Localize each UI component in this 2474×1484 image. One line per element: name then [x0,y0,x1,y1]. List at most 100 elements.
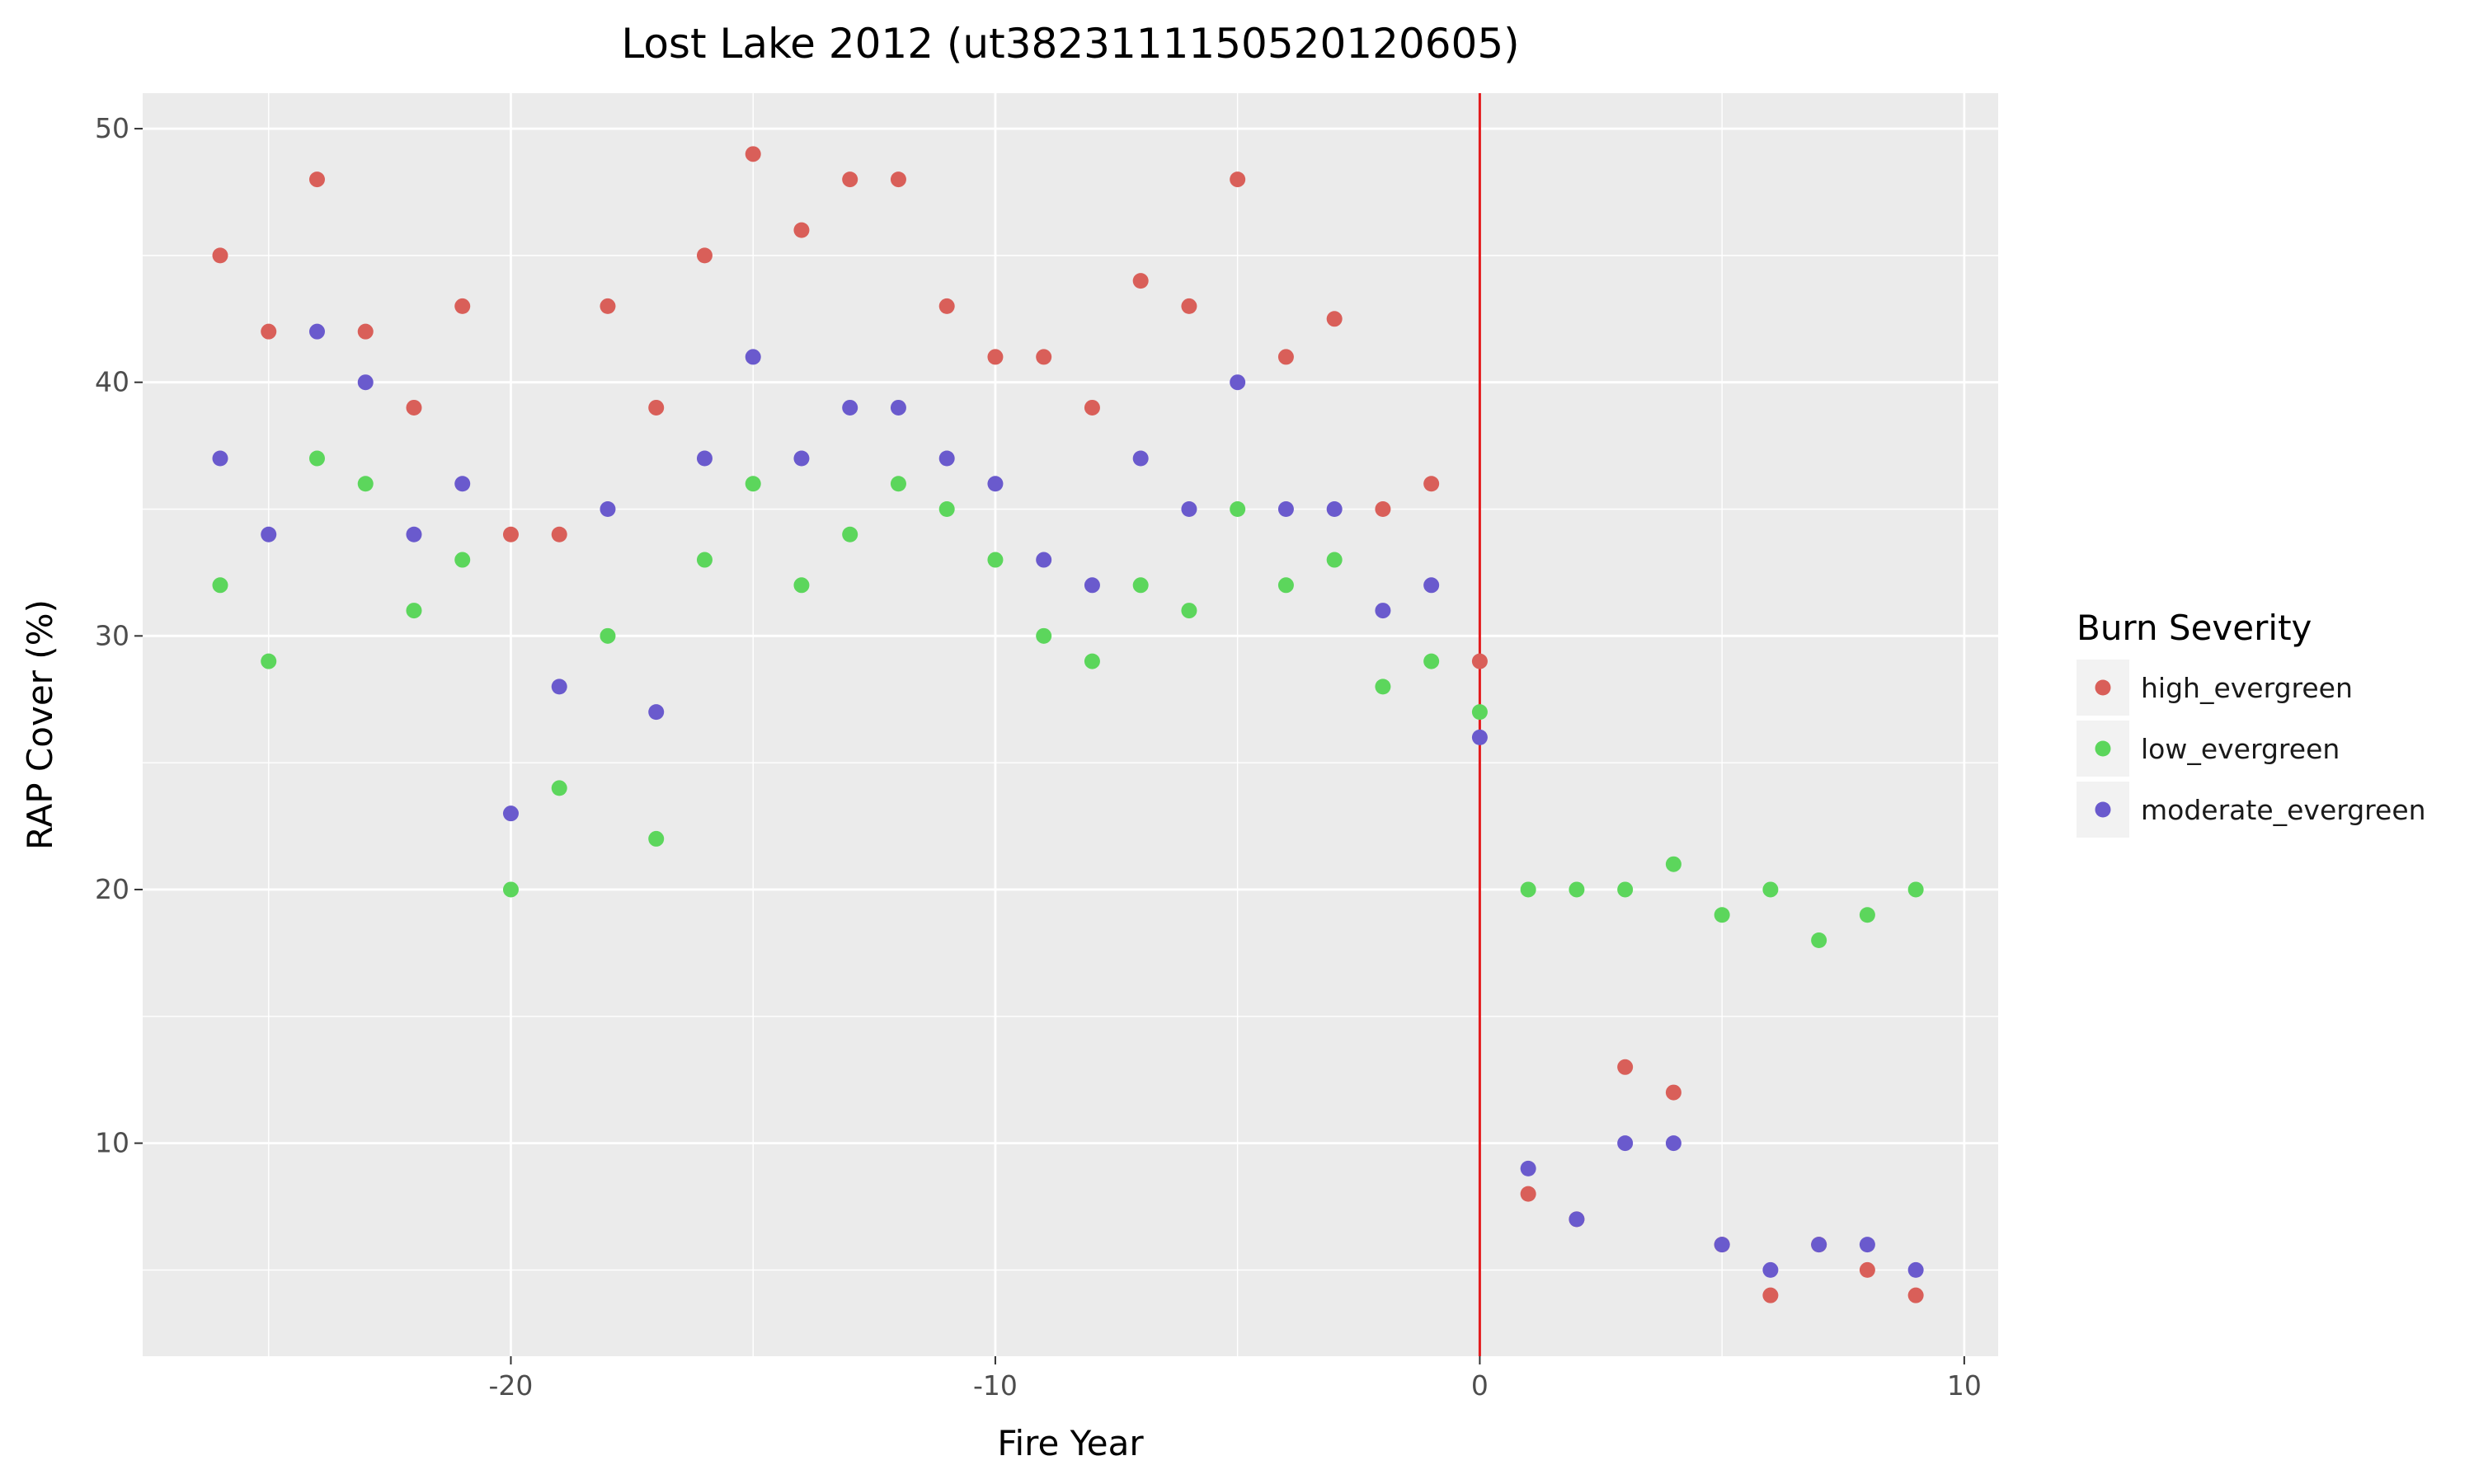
data-points [212,146,1924,1303]
data-point [551,526,567,542]
data-point [406,603,422,619]
data-point [745,146,761,162]
y-tick-label: 20 [95,873,129,905]
data-point [648,830,665,847]
data-point [938,450,955,467]
series-moderate_evergreen [212,323,1924,1278]
data-point [1277,349,1294,365]
x-tick-label: -10 [973,1369,1018,1402]
data-point [745,476,761,492]
legend-key-dot [2095,679,2111,696]
data-point [793,222,810,238]
data-point [1036,627,1052,644]
data-point [1326,311,1343,327]
data-point [1084,399,1100,416]
data-point [1520,881,1536,898]
data-point [406,399,422,416]
y-axis: 10 20 30 40 50 [95,112,143,1159]
data-point [1132,450,1149,467]
data-point [1617,881,1634,898]
data-point [308,171,325,188]
y-tick-label: 10 [95,1127,129,1159]
legend-title: Burn Severity [2077,608,2312,648]
data-point [648,399,665,416]
data-point [1326,501,1343,518]
data-point [1762,881,1779,898]
legend-item: high_evergreen [2077,660,2353,716]
data-point [357,374,374,391]
data-point [502,805,519,822]
data-point [1665,856,1681,872]
data-point [1375,501,1391,518]
data-point [406,526,422,542]
legend-item: low_evergreen [2077,721,2340,777]
data-point [1326,552,1343,568]
data-point [1859,1237,1875,1253]
data-point [261,323,277,340]
data-point [502,881,519,898]
legend-key-dot [2095,801,2111,818]
data-point [1665,1084,1681,1101]
x-tick-label: -20 [489,1369,534,1402]
x-axis-title: Fire Year [997,1423,1144,1463]
legend-item: moderate_evergreen [2077,782,2426,838]
data-point [308,450,325,467]
data-point [212,247,228,264]
data-point [600,501,616,518]
data-point [1084,653,1100,669]
legend-label: low_evergreen [2141,733,2340,765]
data-point [454,298,471,314]
data-point [938,298,955,314]
data-point [212,577,228,594]
series-low_evergreen [212,450,1924,948]
data-point [1471,729,1488,745]
data-point [1423,476,1440,492]
data-point [1375,679,1391,695]
data-point [1036,552,1052,568]
data-point [842,526,858,542]
data-point [696,247,713,264]
data-point [1907,1287,1924,1303]
data-point [648,704,665,721]
data-point [1714,1237,1730,1253]
legend-label: moderate_evergreen [2141,794,2426,826]
x-tick-label: 10 [1947,1369,1982,1402]
data-point [1617,1059,1634,1075]
data-point [357,323,374,340]
data-point [1811,1237,1827,1253]
data-point [1181,501,1197,518]
data-point [212,450,228,467]
data-point [1569,1211,1585,1228]
data-point [1859,907,1875,923]
data-point [1036,349,1052,365]
x-axis: -20 -10 0 10 [489,1356,1982,1402]
data-point [1375,603,1391,619]
data-point [1520,1160,1536,1176]
legend-label: high_evergreen [2141,672,2353,704]
data-point [551,780,567,796]
data-point [1230,501,1246,518]
grid-minor-lines [143,93,1998,1356]
data-point [1907,1261,1924,1278]
data-point [261,526,277,542]
data-point [502,526,519,542]
data-point [987,476,1004,492]
data-point [1277,501,1294,518]
x-tick-label: 0 [1471,1369,1489,1402]
data-point [308,323,325,340]
data-point [357,476,374,492]
data-point [1132,273,1149,289]
data-point [1423,653,1440,669]
chart-title: Lost Lake 2012 (ut3823111150520120605) [621,20,1519,68]
data-point [890,399,906,416]
plot-panel [143,93,1998,1356]
data-point [1084,577,1100,594]
data-point [842,171,858,188]
data-point [1907,881,1924,898]
y-tick-label: 50 [95,112,129,144]
data-point [600,627,616,644]
data-point [1520,1186,1536,1202]
y-axis-title: RAP Cover (%) [20,599,60,850]
data-point [600,298,616,314]
data-point [1569,881,1585,898]
